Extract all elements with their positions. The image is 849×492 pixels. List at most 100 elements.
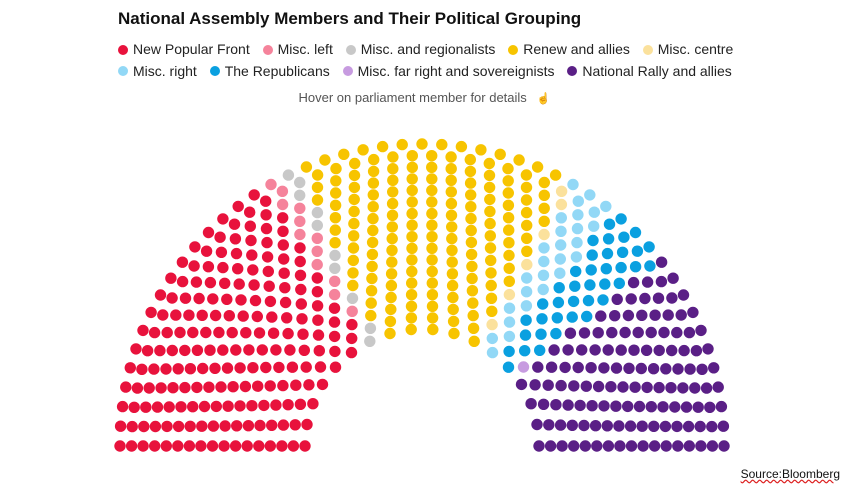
seat-marker[interactable] [311,245,323,257]
seat-marker[interactable] [281,312,293,324]
seat-marker[interactable] [366,260,378,273]
seat-marker[interactable] [601,247,614,260]
seat-marker[interactable] [426,150,438,162]
seat-marker[interactable] [680,401,693,413]
seat-marker[interactable] [447,303,459,316]
seat-marker[interactable] [130,343,142,355]
seat-marker[interactable] [196,309,208,321]
seat-marker[interactable] [503,237,515,249]
seat-marker[interactable] [241,440,253,452]
seat-marker[interactable] [367,212,379,225]
seat-marker[interactable] [367,201,379,213]
seat-marker[interactable] [287,440,300,452]
seat-marker[interactable] [545,361,558,373]
seat-marker[interactable] [464,165,477,178]
seat-marker[interactable] [465,236,478,249]
seat-marker[interactable] [248,189,260,201]
seat-marker[interactable] [155,382,167,394]
seat-marker[interactable] [368,153,380,166]
seat-marker[interactable] [475,144,487,156]
seat-marker[interactable] [387,186,399,198]
seat-marker[interactable] [296,313,308,325]
seat-marker[interactable] [179,292,192,304]
seat-marker[interactable] [658,326,670,339]
seat-marker[interactable] [260,209,272,221]
seat-marker[interactable] [602,440,615,452]
seat-marker[interactable] [183,309,195,321]
seat-marker[interactable] [385,291,397,304]
seat-marker[interactable] [520,169,533,181]
seat-marker[interactable] [209,362,221,374]
seat-marker[interactable] [426,277,438,289]
seat-marker[interactable] [592,327,604,339]
seat-marker[interactable] [264,295,277,308]
seat-marker[interactable] [468,335,480,347]
seat-marker[interactable] [426,289,439,301]
seat-marker[interactable] [346,305,358,317]
seat-marker[interactable] [219,420,231,432]
seat-marker[interactable] [520,300,533,312]
seat-marker[interactable] [311,194,324,206]
seat-marker[interactable] [466,272,478,285]
seat-marker[interactable] [405,323,417,336]
seat-marker[interactable] [348,230,360,242]
seat-marker[interactable] [217,213,229,225]
seat-marker[interactable] [165,272,177,284]
seat-marker[interactable] [116,400,129,413]
seat-marker[interactable] [230,247,243,260]
seat-marker[interactable] [445,174,457,186]
seat-marker[interactable] [232,263,244,275]
seat-marker[interactable] [640,344,653,356]
seat-marker[interactable] [316,378,329,391]
seat-marker[interactable] [126,420,138,433]
seat-marker[interactable] [137,324,149,337]
seat-marker[interactable] [172,440,184,452]
seat-marker[interactable] [572,361,584,374]
seat-marker[interactable] [366,248,379,261]
seat-marker[interactable] [426,254,438,266]
seat-marker[interactable] [282,327,294,340]
seat-marker[interactable] [207,293,219,305]
seat-marker[interactable] [264,440,276,452]
seat-marker[interactable] [151,401,164,413]
seat-marker[interactable] [483,157,495,170]
seat-marker[interactable] [406,254,418,266]
seat-marker[interactable] [570,251,583,263]
seat-marker[interactable] [645,326,657,339]
seat-marker[interactable] [632,326,644,339]
seat-marker[interactable] [266,419,278,431]
seat-marker[interactable] [611,293,623,305]
seat-marker[interactable] [436,138,448,151]
seat-marker[interactable] [277,239,289,251]
seat-marker[interactable] [628,344,640,356]
seat-marker[interactable] [585,362,597,374]
seat-marker[interactable] [405,300,418,312]
seat-marker[interactable] [214,231,226,243]
seat-marker[interactable] [672,440,684,452]
seat-marker[interactable] [600,263,612,275]
seat-marker[interactable] [348,193,360,206]
seat-marker[interactable] [190,276,203,288]
seat-marker[interactable] [297,328,309,340]
seat-marker[interactable] [406,219,418,231]
seat-marker[interactable] [554,419,567,431]
seat-marker[interactable] [166,344,178,357]
seat-marker[interactable] [277,225,289,237]
seat-marker[interactable] [555,212,567,224]
seat-marker[interactable] [405,289,418,301]
legend-item-misc-centre[interactable]: Misc. centre [642,39,733,60]
seat-marker[interactable] [525,398,537,410]
seat-marker[interactable] [328,288,341,301]
seat-marker[interactable] [538,228,550,241]
seat-marker[interactable] [578,327,591,339]
seat-marker[interactable] [330,187,342,199]
seat-marker[interactable] [223,310,235,322]
seat-marker[interactable] [637,440,649,452]
seat-marker[interactable] [174,326,186,339]
seat-marker[interactable] [217,344,229,356]
seat-marker[interactable] [570,265,582,278]
seat-marker[interactable] [529,379,541,391]
seat-marker[interactable] [249,294,262,307]
seat-marker[interactable] [198,400,211,413]
seat-marker[interactable] [687,306,699,319]
